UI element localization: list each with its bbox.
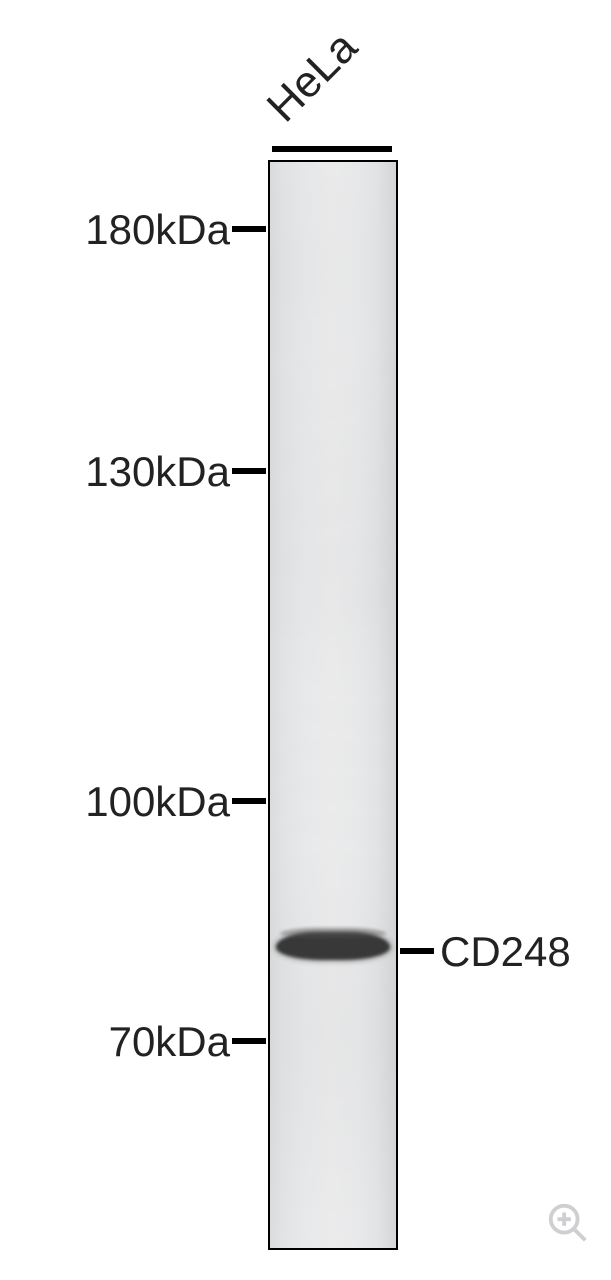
marker-tick-100 — [232, 798, 266, 804]
marker-130kda: 130kDa — [85, 448, 230, 496]
blot-figure: HeLa 180kDa 130kDa 100kDa 70kDa CD248 — [0, 0, 611, 1280]
marker-tick-70 — [232, 1038, 266, 1044]
band-tick — [400, 948, 434, 954]
marker-100kda: 100kDa — [85, 778, 230, 826]
marker-70kda: 70kDa — [109, 1018, 230, 1066]
zoom-icon[interactable] — [545, 1200, 591, 1246]
band-label: CD248 — [440, 928, 571, 976]
marker-tick-180 — [232, 226, 266, 232]
cd248-band-shadow — [280, 928, 386, 938]
marker-180kda: 180kDa — [85, 206, 230, 254]
lane-strip — [268, 160, 398, 1250]
lane-underline — [272, 146, 392, 152]
lane-noise — [270, 162, 396, 1248]
lane-label: HeLa — [258, 22, 368, 132]
marker-tick-130 — [232, 468, 266, 474]
